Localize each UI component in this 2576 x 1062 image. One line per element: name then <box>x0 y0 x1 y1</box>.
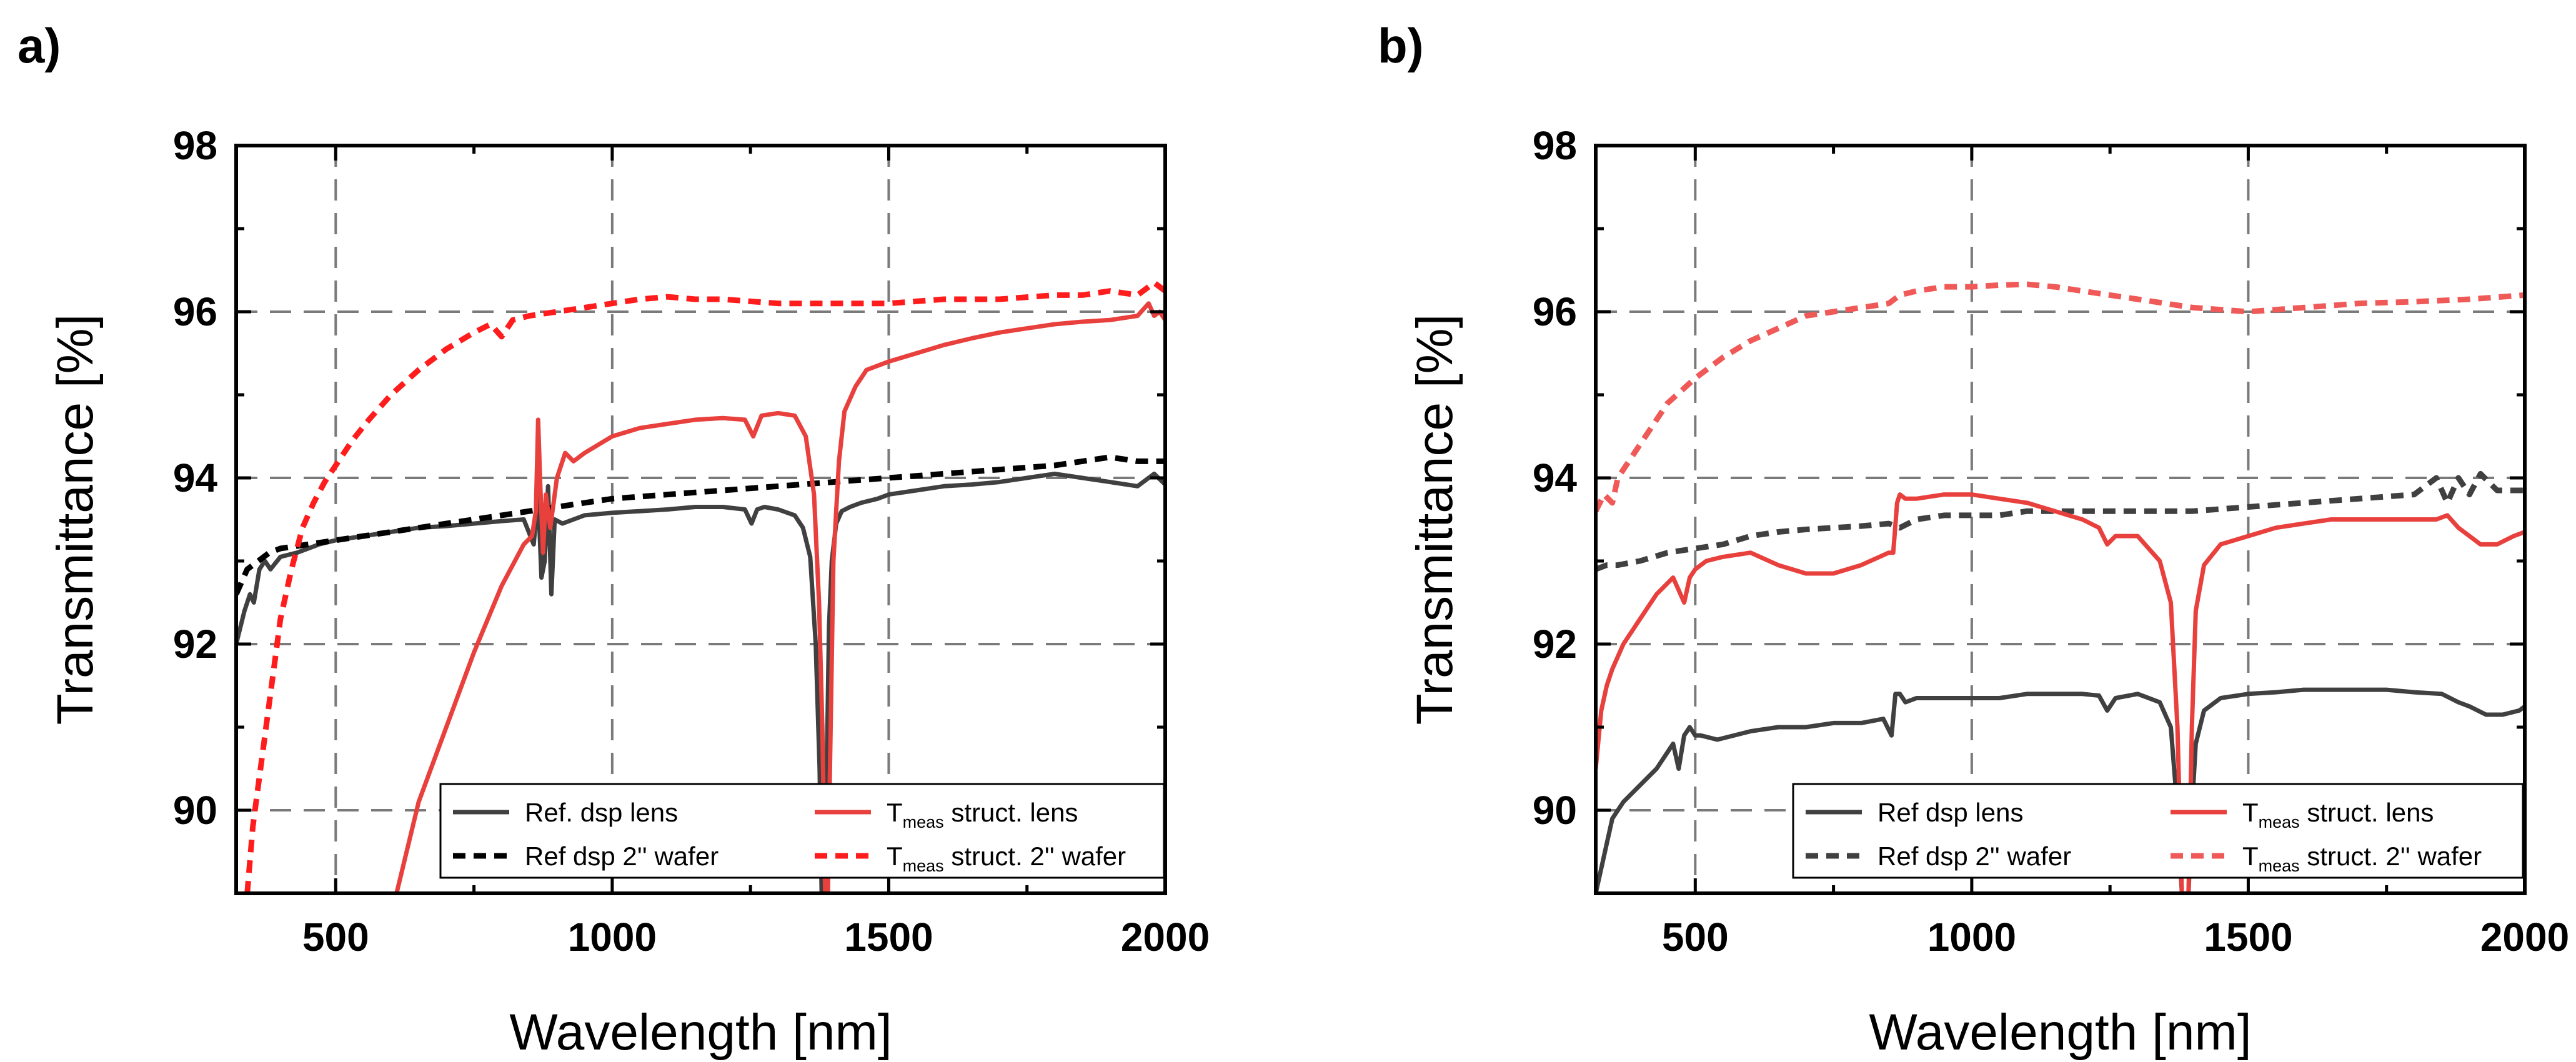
y-tick-label: 94 <box>1533 455 1578 500</box>
panel-label: b) <box>1378 18 1424 73</box>
legend-label-main: T <box>887 841 903 871</box>
y-axis-title: Transmittance [%] <box>1406 314 1463 725</box>
legend-label-sub: meas <box>2259 813 2300 831</box>
x-tick-label: 1000 <box>1927 915 2016 960</box>
panel-b: b) 500 1000 1500 2000 90 92 94 96 98 Wavelength [n… <box>1378 18 2569 1061</box>
legend-label: Ref dsp 2'' wafer <box>1877 841 2071 871</box>
y-tick-label: 92 <box>1533 622 1577 667</box>
x-tick-label: 1000 <box>568 915 657 960</box>
legend: Ref. dsp lens Ref dsp 2'' wafer Tmeas stru… <box>439 783 1165 879</box>
x-tick-label: 1500 <box>844 915 933 960</box>
x-tick-label: 2000 <box>2480 915 2569 960</box>
legend: Ref dsp lens Ref dsp 2'' wafer Tmeas struc… <box>1792 783 2524 879</box>
legend-box <box>439 783 1165 879</box>
plot-frame <box>1594 144 2527 895</box>
x-axis-title: Wavelength [nm] <box>1869 1004 2251 1061</box>
legend-label-main: T <box>2242 841 2259 871</box>
legend-label-tail: struct. lens <box>2300 798 2434 827</box>
x-tick-label: 500 <box>302 915 369 960</box>
y-tick-label: 92 <box>173 622 217 667</box>
legend-label: Tmeas struct. lens <box>887 798 1078 831</box>
legend-label-tail: struct. 2'' wafer <box>2300 841 2482 871</box>
legend-box <box>1792 783 2524 879</box>
y-axis-title: Transmittance [%] <box>47 314 104 725</box>
series-line-4 <box>1596 281 2525 513</box>
legend-label: Tmeas struct. 2'' wafer <box>887 841 1126 875</box>
legend-label: Ref dsp lens <box>1877 798 2023 827</box>
y-tick-label: 96 <box>173 289 217 334</box>
x-tick-label: 500 <box>1662 915 1729 960</box>
series-line-2 <box>1596 470 2525 572</box>
series-line-3 <box>394 301 1165 893</box>
y-tick-label: 96 <box>1533 289 1577 334</box>
legend-label: Tmeas struct. lens <box>2242 798 2434 831</box>
panel-label: a) <box>17 18 61 73</box>
plot-frame <box>234 144 1167 895</box>
y-tick-label: 90 <box>1533 788 1577 833</box>
y-tick-label: 90 <box>173 788 217 833</box>
legend-label-tail: struct. lens <box>944 798 1078 827</box>
y-tick-label: 98 <box>1533 123 1577 168</box>
y-tick-label: 94 <box>173 455 218 500</box>
legend-label: Ref. dsp lens <box>525 798 678 827</box>
series-line-1 <box>1596 687 2525 893</box>
legend-label-main: Ref. dsp lens <box>525 798 678 827</box>
x-tick-label: 2000 <box>1121 915 1210 960</box>
legend-label: Tmeas struct. 2'' wafer <box>2242 841 2482 875</box>
legend-label-sub: meas <box>903 813 944 831</box>
series-line-3 <box>1596 492 2525 893</box>
series-line-1 <box>236 471 1165 893</box>
panel-a: a) 500 1000 1500 2000 90 92 94 96 98 Wavelength [n… <box>17 18 1210 1061</box>
legend-label-main: Ref dsp 2'' wafer <box>525 841 719 871</box>
legend-label-main: T <box>887 798 903 827</box>
x-axis-title: Wavelength [nm] <box>509 1004 892 1061</box>
legend-label-tail: struct. 2'' wafer <box>944 841 1126 871</box>
legend-label-main: Ref dsp 2'' wafer <box>1877 841 2071 871</box>
x-tick-label: 1500 <box>2204 915 2292 960</box>
legend-label-sub: meas <box>2259 856 2300 875</box>
legend-label-main: Ref dsp lens <box>1877 798 2023 827</box>
legend-label: Ref dsp 2'' wafer <box>525 841 719 871</box>
legend-label-sub: meas <box>903 856 944 875</box>
legend-label-main: T <box>2242 798 2259 827</box>
y-tick-label: 98 <box>173 123 217 168</box>
